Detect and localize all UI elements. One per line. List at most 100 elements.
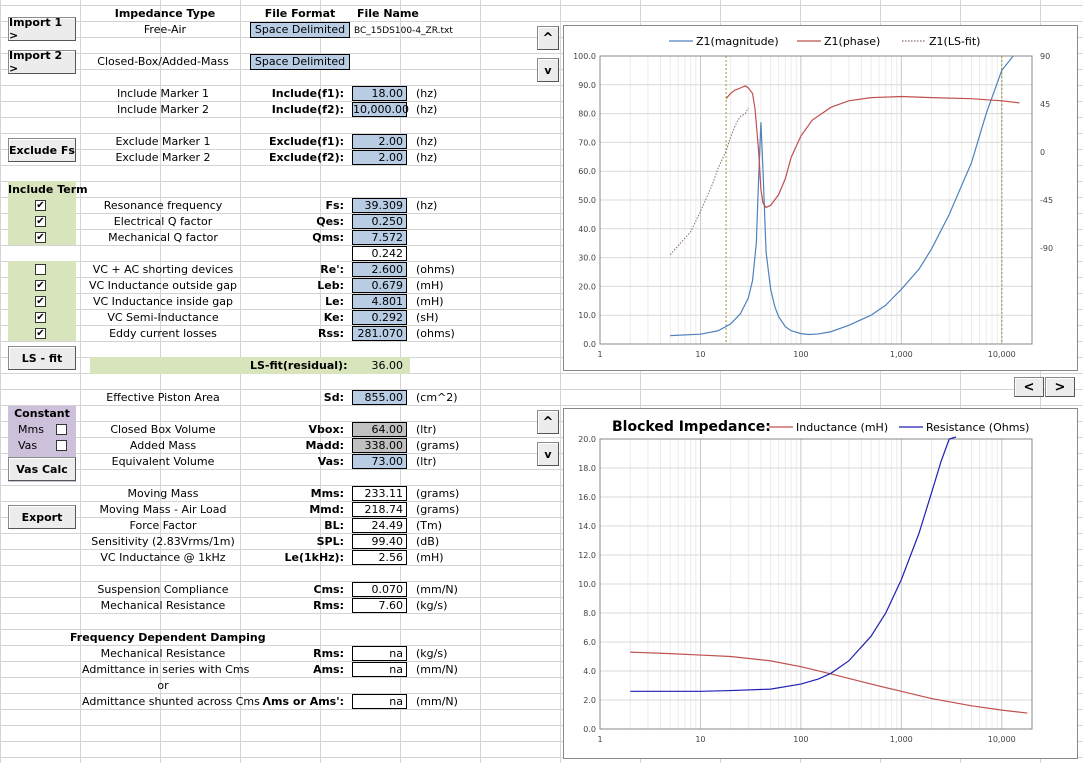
term-checkbox[interactable]: ✔ xyxy=(35,312,46,323)
param-value: 24.49 xyxy=(352,518,407,533)
param-value[interactable]: 39.309 xyxy=(352,198,407,213)
param-unit: (mm/N) xyxy=(416,695,458,708)
import-1-type: Free-Air xyxy=(143,23,187,36)
param-symbol: Rms: xyxy=(313,647,344,660)
chart2-down-button[interactable]: v xyxy=(537,442,559,466)
param-unit: (mH) xyxy=(416,551,444,564)
param-label: Admittance in series with Cms xyxy=(82,663,250,676)
y-tick-label: 4.0 xyxy=(583,667,596,676)
constant-vas-label: Vas xyxy=(18,439,38,452)
term-checkbox[interactable]: ✔ xyxy=(35,328,46,339)
prev-button[interactable]: < xyxy=(1014,377,1044,397)
import-2-format-select[interactable]: Space Delimited xyxy=(250,54,350,70)
param-symbol: Le(1kHz): xyxy=(284,551,344,564)
x-tick-label: 100 xyxy=(793,350,808,359)
include-marker-2-unit: (hz) xyxy=(416,103,438,116)
x-tick-label: 10,000 xyxy=(988,735,1016,744)
x-tick-label: 10 xyxy=(695,735,705,744)
import-1-button[interactable]: Import 1 > xyxy=(8,16,76,42)
param-value[interactable]: 0.679 xyxy=(352,278,407,293)
param-label: Equivalent Volume xyxy=(111,455,215,468)
term-checkbox[interactable]: ✔ xyxy=(35,232,46,243)
param-value[interactable]: 4.801 xyxy=(352,294,407,309)
param-value: 7.60 xyxy=(352,598,407,613)
chart1-up-button[interactable]: ^ xyxy=(537,26,559,50)
export-button[interactable]: Export xyxy=(8,505,76,529)
y-tick-label: 30.0 xyxy=(578,254,596,263)
chart1-down-button[interactable]: v xyxy=(537,58,559,82)
y-tick-label: 20.0 xyxy=(578,282,596,291)
y-tick-label: 80.0 xyxy=(578,110,596,119)
term-checkbox[interactable]: ✔ xyxy=(35,216,46,227)
param-label: Force Factor xyxy=(129,519,197,532)
y-tick-label: 0.0 xyxy=(583,340,596,349)
y-tick-label: 90.0 xyxy=(578,81,596,90)
header-file-name: File Name xyxy=(357,7,419,20)
import-2-button[interactable]: Import 2 > xyxy=(8,49,76,75)
constant-vas-checkbox[interactable] xyxy=(56,440,67,451)
piston-area-input[interactable]: 855.00 xyxy=(352,390,407,405)
constant-mms-checkbox[interactable] xyxy=(56,424,67,435)
param-label: Moving Mass - Air Load xyxy=(99,503,227,516)
y2-tick-label: 90 xyxy=(1040,52,1050,61)
include-marker-1-unit: (hz) xyxy=(416,87,438,100)
param-unit: (dB) xyxy=(416,535,440,548)
param-value[interactable]: 338.00 xyxy=(352,438,407,453)
param-label: or xyxy=(157,679,169,692)
ls-fit-button[interactable]: LS - fit xyxy=(8,346,76,370)
param-value[interactable]: 7.572 xyxy=(352,230,407,245)
y-tick-label: 16.0 xyxy=(578,493,596,502)
param-value[interactable]: 281.070 xyxy=(352,326,407,341)
legend-label: Z1(magnitude) xyxy=(696,35,779,48)
param-symbol: Cms: xyxy=(313,583,344,596)
param-label: VC Inductance outside gap xyxy=(88,279,237,292)
param-label: Closed Box Volume xyxy=(110,423,216,436)
term-checkbox[interactable] xyxy=(35,264,46,275)
param-label: Eddy current losses xyxy=(109,327,217,340)
y-tick-label: 14.0 xyxy=(578,522,596,531)
import-1-file-name: BC_15DS100-4_ZR.txt xyxy=(354,26,453,36)
x-tick-label: 1,000 xyxy=(890,350,913,359)
param-value[interactable]: 64.00 xyxy=(352,422,407,437)
param-symbol: BL: xyxy=(324,519,344,532)
param-unit: (kg/s) xyxy=(416,647,448,660)
param-label: Mechanical Q factor xyxy=(108,231,218,244)
term-checkbox[interactable]: ✔ xyxy=(35,296,46,307)
param-label: VC Inductance inside gap xyxy=(92,295,234,308)
param-symbol: SPL: xyxy=(316,535,344,548)
param-label: Added Mass xyxy=(129,439,197,452)
term-checkbox[interactable]: ✔ xyxy=(35,200,46,211)
piston-area-unit: (cm^2) xyxy=(416,391,458,404)
exclude-marker-1-label: Exclude Marker 1 xyxy=(115,135,211,148)
param-symbol: Fs: xyxy=(325,199,344,212)
param-symbol: Rms: xyxy=(313,599,344,612)
term-checkbox[interactable]: ✔ xyxy=(35,280,46,291)
x-tick-label: 1 xyxy=(597,350,602,359)
header-impedance-type: Impedance Type xyxy=(114,7,216,20)
param-value[interactable]: 0.250 xyxy=(352,214,407,229)
param-label: Admittance shunted across Cms xyxy=(82,695,260,708)
include-marker-2-input[interactable]: 10,000.00 xyxy=(352,102,409,117)
param-value[interactable]: 73.00 xyxy=(352,454,407,469)
param-unit: (ltr) xyxy=(416,423,437,436)
exclude-marker-1-input[interactable]: 2.00 xyxy=(352,134,407,149)
fdd-title: Frequency Dependent Damping xyxy=(70,631,266,644)
param-value[interactable]: 0.292 xyxy=(352,310,407,325)
header-file-format: File Format xyxy=(264,7,336,20)
y-tick-label: 18.0 xyxy=(578,464,596,473)
exclude-fs-button[interactable]: Exclude Fs xyxy=(8,138,76,162)
exclude-marker-2-input[interactable]: 2.00 xyxy=(352,150,407,165)
y-tick-label: 2.0 xyxy=(583,696,596,705)
param-label: Electrical Q factor xyxy=(113,215,213,228)
param-value: na xyxy=(352,646,407,661)
param-symbol: Rss: xyxy=(318,327,344,340)
param-unit: (Tm) xyxy=(416,519,443,532)
param-unit: (sH) xyxy=(416,311,439,324)
next-button[interactable]: > xyxy=(1045,377,1075,397)
vas-calc-button[interactable]: Vas Calc xyxy=(8,457,76,481)
param-value[interactable]: 2.600 xyxy=(352,262,407,277)
chart2-up-button[interactable]: ^ xyxy=(537,410,559,434)
include-marker-1-input[interactable]: 18.00 xyxy=(352,86,407,101)
import-1-format-select[interactable]: Space Delimited xyxy=(250,22,350,38)
param-unit: (kg/s) xyxy=(416,599,448,612)
